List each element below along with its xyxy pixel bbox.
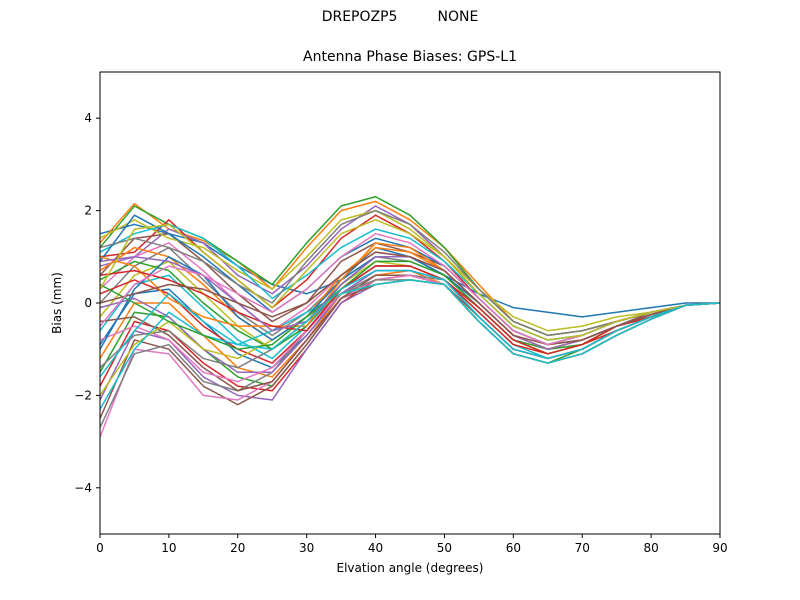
y-tick-label: 0: [84, 296, 92, 310]
figure-suptitle: DREPOZP5 NONE: [321, 9, 479, 25]
x-tick-label: 0: [96, 541, 104, 555]
series-line-39: [99, 219, 721, 341]
y-tick-label: 4: [84, 111, 92, 125]
y-axis-ticks: −4 −2 0 2 4: [74, 111, 100, 495]
x-tick-label: 90: [712, 541, 727, 555]
series-line-19: [99, 209, 721, 332]
x-tick-label: 10: [161, 541, 176, 555]
x-tick-label: 40: [368, 541, 383, 555]
series-line-32: [99, 242, 721, 350]
y-tick-label: −4: [74, 481, 92, 495]
x-tick-label: 60: [506, 541, 521, 555]
axes-frame: [99, 71, 721, 535]
x-tick-label: 70: [575, 541, 590, 555]
x-axis-ticks: 0 10 20 30 40 50 60 70 80 90: [96, 534, 728, 555]
series-lines: [99, 195, 721, 438]
y-tick-label: −2: [74, 388, 92, 402]
chart-title: Antenna Phase Biases: GPS-L1: [303, 49, 517, 65]
x-tick-label: 20: [230, 541, 245, 555]
y-axis-label: Bias (mm): [50, 272, 64, 334]
x-tick-label: 50: [437, 541, 452, 555]
y-tick-label: 2: [84, 204, 92, 218]
x-axis-label: Elvation angle (degrees): [336, 561, 484, 575]
series-line-36: [99, 251, 721, 346]
x-tick-label: 80: [643, 541, 658, 555]
series-line-40: [99, 269, 721, 378]
x-tick-label: 30: [299, 541, 314, 555]
series-line-17: [99, 274, 721, 438]
series-line-7: [99, 242, 721, 350]
series-line-30: [99, 279, 721, 410]
